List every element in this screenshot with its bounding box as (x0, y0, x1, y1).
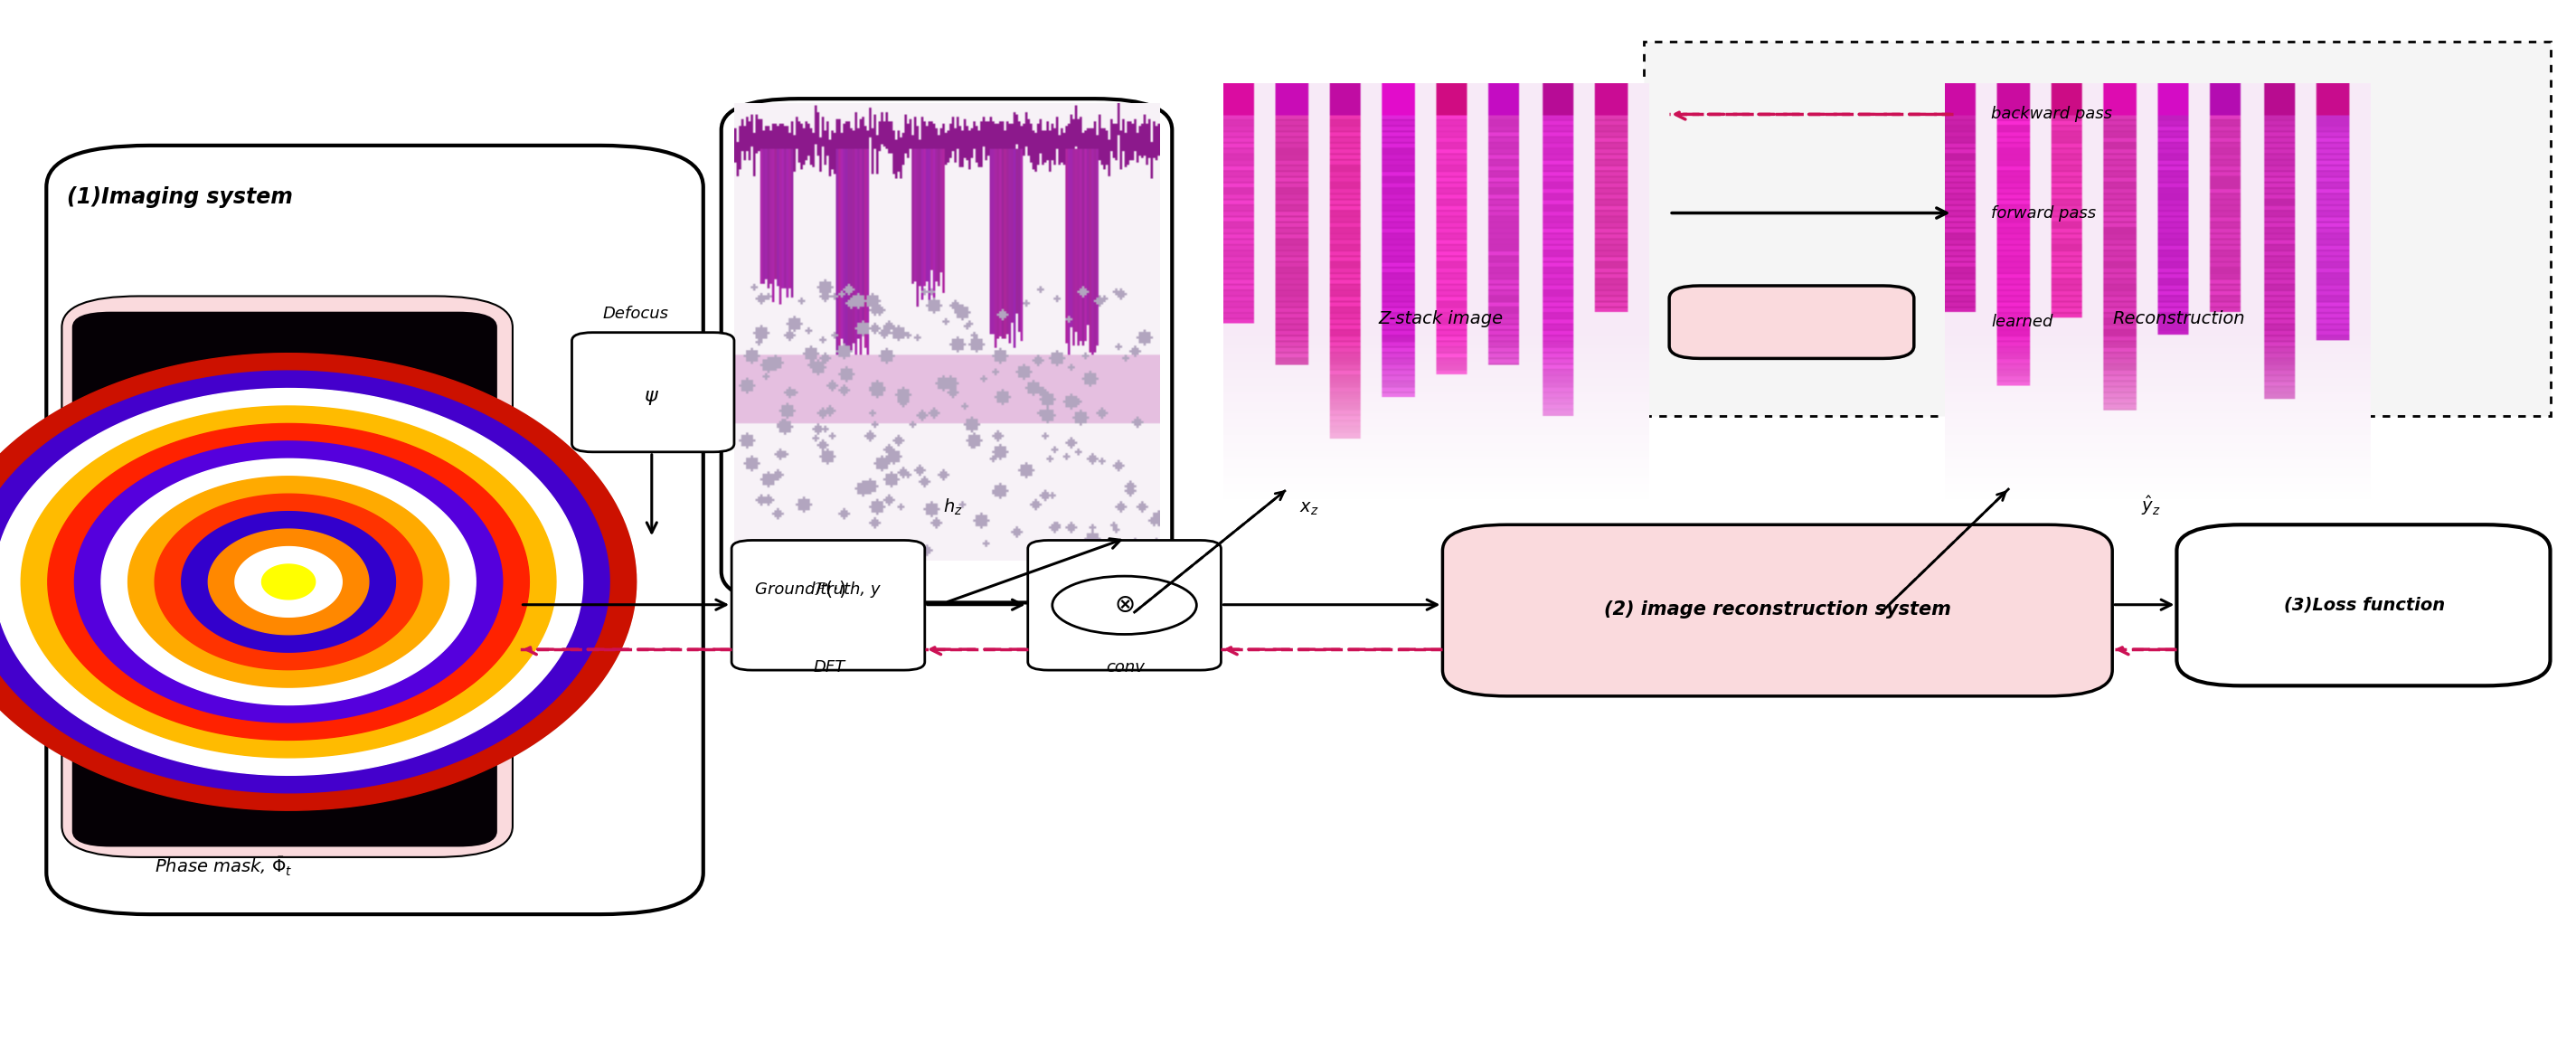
Text: (3)Loss function: (3)Loss function (2285, 596, 2445, 613)
Text: $\otimes$: $\otimes$ (1115, 592, 1133, 618)
Text: $\psi$: $\psi$ (644, 389, 659, 407)
Text: (2) image reconstruction system: (2) image reconstruction system (1605, 601, 1950, 619)
Circle shape (1051, 576, 1195, 634)
Text: backward pass: backward pass (1991, 106, 2112, 123)
Polygon shape (21, 406, 556, 757)
Polygon shape (180, 511, 397, 652)
FancyBboxPatch shape (1643, 42, 2550, 416)
FancyBboxPatch shape (46, 145, 703, 914)
Text: Z-stack image: Z-stack image (1378, 310, 1502, 327)
Polygon shape (129, 476, 448, 688)
Polygon shape (155, 494, 422, 670)
Text: (1)Imaging system: (1)Imaging system (67, 186, 294, 208)
Polygon shape (0, 371, 611, 793)
FancyBboxPatch shape (732, 540, 925, 670)
Text: Phase mask, $\bar{\Phi}_t$: Phase mask, $\bar{\Phi}_t$ (155, 855, 294, 878)
Polygon shape (0, 358, 629, 805)
FancyBboxPatch shape (1669, 286, 1914, 358)
Polygon shape (0, 357, 631, 806)
Polygon shape (263, 564, 314, 600)
Text: $h_z$: $h_z$ (943, 498, 963, 517)
FancyBboxPatch shape (572, 332, 734, 452)
Text: Ground truth, y: Ground truth, y (755, 581, 881, 597)
Text: $\mathcal{F}(\cdot)$: $\mathcal{F}(\cdot)$ (814, 579, 845, 600)
Text: $\hat{y}_z$: $\hat{y}_z$ (2141, 494, 2161, 517)
Text: forward pass: forward pass (1991, 205, 2097, 221)
Text: conv: conv (1105, 659, 1146, 675)
FancyBboxPatch shape (1028, 540, 1221, 670)
Text: learned: learned (1991, 314, 2053, 330)
Polygon shape (234, 547, 343, 617)
Polygon shape (0, 353, 636, 810)
Polygon shape (0, 389, 582, 775)
FancyBboxPatch shape (62, 296, 513, 857)
Polygon shape (75, 442, 502, 722)
Text: DFT: DFT (814, 659, 845, 675)
Text: Reconstruction: Reconstruction (2112, 310, 2244, 327)
FancyBboxPatch shape (72, 312, 497, 847)
Polygon shape (100, 459, 477, 704)
Polygon shape (209, 529, 368, 635)
Polygon shape (0, 354, 634, 809)
FancyBboxPatch shape (721, 99, 1172, 603)
FancyBboxPatch shape (1443, 525, 2112, 696)
Polygon shape (0, 353, 636, 810)
Text: Defocus: Defocus (603, 305, 670, 322)
FancyBboxPatch shape (2177, 525, 2550, 686)
Polygon shape (49, 424, 528, 740)
Text: $x_z$: $x_z$ (1298, 500, 1319, 517)
Polygon shape (0, 356, 631, 807)
